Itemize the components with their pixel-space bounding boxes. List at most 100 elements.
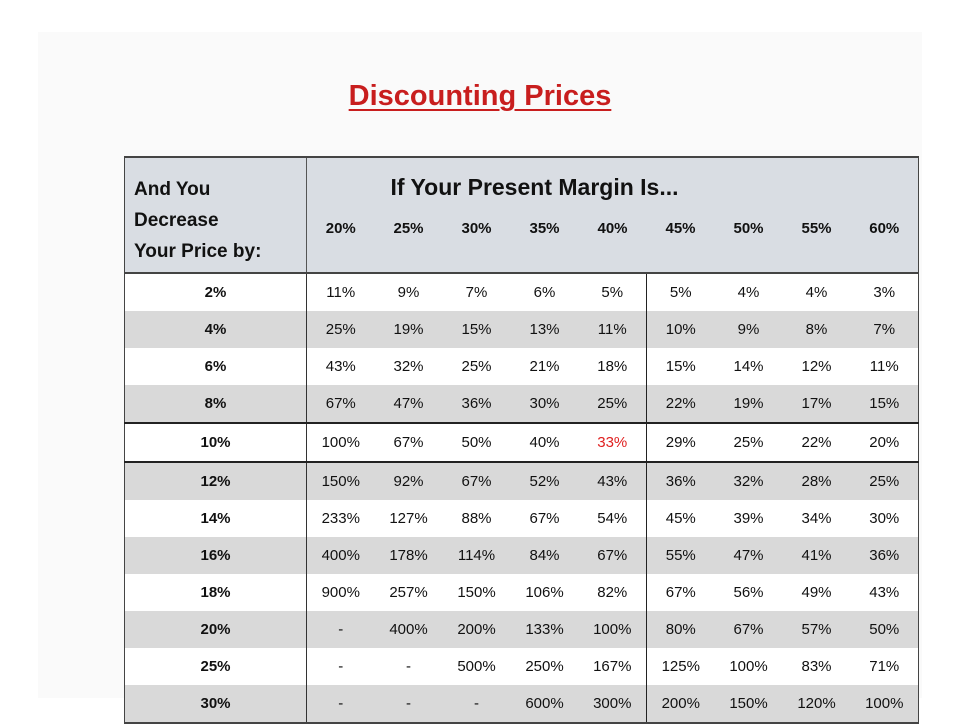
table-cell: 200% — [442, 611, 511, 648]
table-cell: 15% — [646, 348, 715, 385]
table-cell: 52% — [510, 462, 579, 500]
table-cell: 900% — [306, 574, 375, 611]
table-cell: 150% — [306, 462, 375, 500]
table-cell: 22% — [646, 385, 715, 423]
table-cell: 50% — [850, 611, 920, 648]
header-row-top: And You Decrease Your Price by: If Your … — [124, 156, 920, 274]
table-cell: 54% — [578, 500, 647, 537]
table-cell: 88% — [442, 500, 511, 537]
table-cell: 125% — [646, 648, 715, 685]
table-cell: 400% — [374, 611, 443, 648]
table-cell: 20% — [850, 422, 920, 463]
table-cell: 43% — [578, 462, 647, 500]
table-cell: 18% — [578, 348, 647, 385]
table-cell: 56% — [714, 574, 783, 611]
table-cell: 13% — [510, 311, 579, 348]
table-cell: 50% — [442, 422, 511, 463]
table-cell: 19% — [374, 311, 443, 348]
slide: Discounting Prices And You Decrease Your… — [38, 32, 922, 724]
table-cell: 49% — [782, 574, 851, 611]
table-cell: 67% — [510, 500, 579, 537]
table-cell: 71% — [850, 648, 920, 685]
table-cell: 19% — [714, 385, 783, 423]
column-group-label: If Your Present Margin Is... — [306, 156, 920, 216]
table-cell: 43% — [306, 348, 375, 385]
table-cell: 22% — [782, 422, 851, 463]
table-cell: 3% — [850, 273, 920, 311]
table-cell: 67% — [578, 537, 647, 574]
table-cell: 9% — [374, 273, 443, 311]
table-cell: 15% — [850, 385, 920, 423]
discount-table: And You Decrease Your Price by: If Your … — [124, 156, 920, 724]
table-row: 2% 11% 9% 7% 6% 5% 5% 4% 4% 3% — [124, 273, 920, 311]
table-row: 14% 233% 127% 88% 67% 54% 45% 39% 34% 30% — [124, 500, 920, 537]
table-cell: 4% — [714, 273, 783, 311]
table-cell: 32% — [714, 462, 783, 500]
table-cell: 17% — [782, 385, 851, 423]
table-cell: 40% — [510, 422, 579, 463]
table-cell: 28% — [782, 462, 851, 500]
table-cell: 32% — [374, 348, 443, 385]
decrease-label: 18% — [124, 574, 307, 611]
table-cell: 133% — [510, 611, 579, 648]
table-cell: 41% — [782, 537, 851, 574]
table-cell: 30% — [510, 385, 579, 423]
table-cell: 500% — [442, 648, 511, 685]
table-row: 4% 25% 19% 15% 13% 11% 10% 9% 8% 7% — [124, 311, 920, 348]
margin-header: 40% — [578, 216, 647, 274]
table-cell: 300% — [578, 685, 647, 724]
table-cell: 33% — [578, 422, 647, 463]
table-cell: 29% — [646, 422, 715, 463]
table-cell: 30% — [850, 500, 920, 537]
table-row: 16% 400% 178% 114% 84% 67% 55% 47% 41% 36% — [124, 537, 920, 574]
table-cell: 25% — [714, 422, 783, 463]
table-row: 6% 43% 32% 25% 21% 18% 15% 14% 12% 11% — [124, 348, 920, 385]
table-row: 30% - - -600% 300% 200% 150% 120% 100% — [124, 685, 920, 724]
decrease-label: 25% — [124, 648, 307, 685]
table-cell: 36% — [646, 462, 715, 500]
table-cell: 11% — [850, 348, 920, 385]
table-cell: 21% — [510, 348, 579, 385]
table-cell: 67% — [374, 422, 443, 463]
table-cell: 36% — [442, 385, 511, 423]
table-cell: 36% — [850, 537, 920, 574]
table-cell: 67% — [306, 385, 375, 423]
table-cell: 11% — [306, 273, 375, 311]
margin-header: 60% — [850, 216, 920, 274]
margin-header: 30% — [442, 216, 511, 274]
table-cell: 114% — [442, 537, 511, 574]
table-cell: 25% — [850, 462, 920, 500]
table-cell: 57% — [782, 611, 851, 648]
table-cell: 84% — [510, 537, 579, 574]
table-cell: 5% — [646, 273, 715, 311]
table-cell: 257% — [374, 574, 443, 611]
margin-header: 20% — [306, 216, 375, 274]
header-row-margins: 20% 25% 30% 35% 40% 45% 50% 55% 60% — [125, 216, 920, 274]
table-cell: 250% — [510, 648, 579, 685]
table-cell: - — [306, 648, 375, 685]
table-cell: 6% — [510, 273, 579, 311]
decrease-label: 14% — [124, 500, 307, 537]
table-cell: 200% — [646, 685, 715, 724]
table-cell: 80% — [646, 611, 715, 648]
decrease-label: 10% — [124, 422, 307, 463]
table-cell: 10% — [646, 311, 715, 348]
decrease-label: 6% — [124, 348, 307, 385]
table-cell: - — [306, 685, 375, 724]
table-body: 2% 11% 9% 7% 6% 5% 5% 4% 4% 3% 4% 25% 19% 15% 13% 11% 10… — [124, 273, 920, 724]
table-cell: 39% — [714, 500, 783, 537]
table-cell: 25% — [578, 385, 647, 423]
table-cell: 150% — [714, 685, 783, 724]
table-cell: 8% — [782, 311, 851, 348]
margin-header: 50% — [714, 216, 783, 274]
table-cell: 92% — [374, 462, 443, 500]
table-cell: 127% — [374, 500, 443, 537]
margin-header: 35% — [510, 216, 579, 274]
table-cell: 43% — [850, 574, 920, 611]
table-row: 18% 900% 257% 150% 106% 82% 67% 56% 49% 43% — [124, 574, 920, 611]
table-cell: 45% — [646, 500, 715, 537]
table-row: 10% 100% 67% 50% 40% 33% 29% 25% 22% 20% — [124, 422, 920, 463]
table-cell: - — [374, 648, 443, 685]
decrease-label: 30% — [124, 685, 307, 724]
table-cell: 100% — [714, 648, 783, 685]
